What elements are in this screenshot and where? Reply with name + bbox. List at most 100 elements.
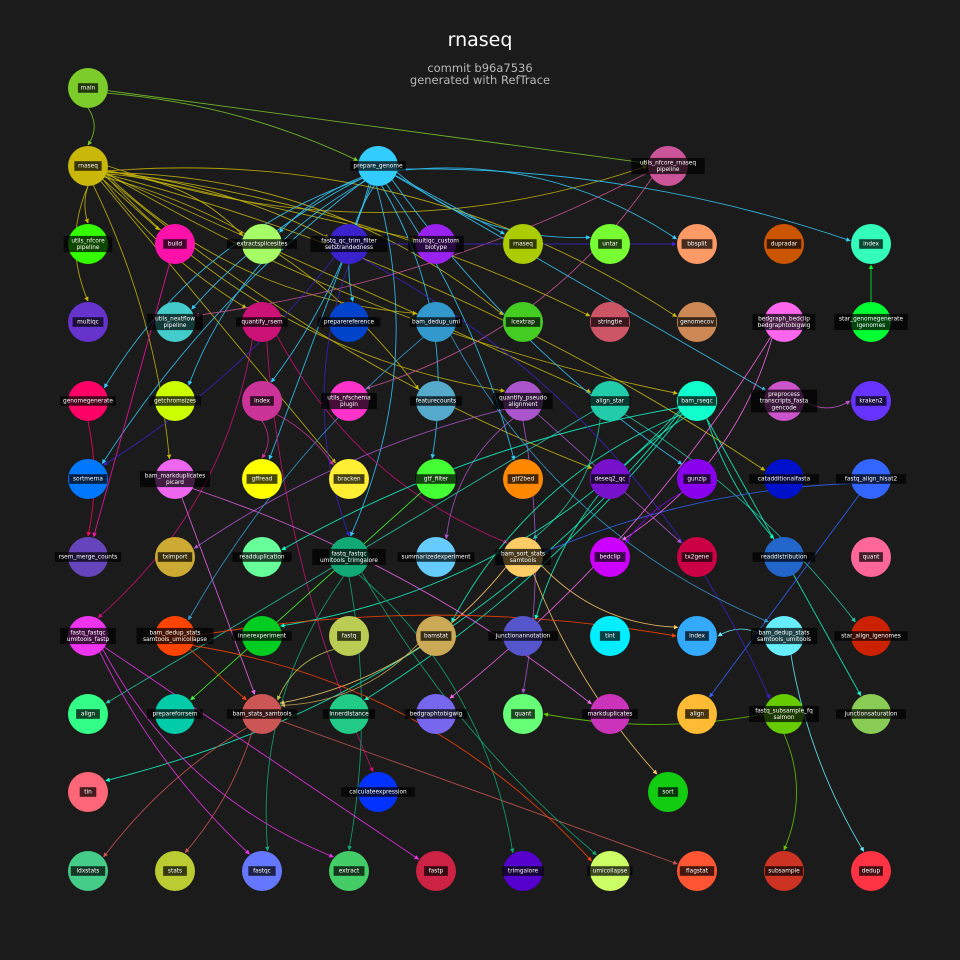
node-tx2gene[interactable]: tx2gene — [677, 537, 717, 577]
node-catadditionalfasta[interactable]: catadditionalfasta — [749, 459, 819, 499]
node-summarizedexperiment[interactable]: summarizedexperiment — [397, 537, 475, 577]
node-flagstat[interactable]: flagstat — [677, 851, 717, 891]
node-bedclip[interactable]: bedclip — [590, 537, 630, 577]
node-build[interactable]: build — [155, 224, 195, 264]
node-junctionannotation[interactable]: junctionannotation — [488, 616, 558, 656]
node-gunzip[interactable]: gunzip — [677, 459, 717, 499]
node-gtf2bed[interactable]: gtf2bed — [503, 459, 543, 499]
node-rnaseq_wf[interactable]: rnaseq — [68, 146, 108, 186]
node-calculateexpression[interactable]: calculateexpression — [341, 772, 415, 812]
node-fastqc[interactable]: fastqc — [242, 851, 282, 891]
node-bam_dedup_umi[interactable]: bam_dedup_umi — [409, 302, 463, 342]
node-multiqc[interactable]: multiqc — [68, 302, 108, 342]
node-extractsplicesites[interactable]: extractsplicesites — [227, 224, 297, 264]
node-sort[interactable]: sort — [648, 772, 688, 812]
node-fastp[interactable]: fastp — [416, 851, 456, 891]
node-align_r8[interactable]: align — [68, 694, 108, 734]
node-gtf_filter[interactable]: gtf_filter — [415, 459, 457, 499]
node-kraken2[interactable]: kraken2 — [851, 381, 891, 421]
node-fastq_mod[interactable]: fastq — [329, 616, 369, 656]
edge-prepare_genome-to-index_top — [397, 168, 851, 242]
node-stringtie[interactable]: stringtie — [590, 302, 630, 342]
node-getchromsizes[interactable]: getchromsizes — [148, 381, 202, 421]
node-subsample[interactable]: subsample — [764, 851, 804, 891]
node-lcextrap[interactable]: lcextrap — [503, 302, 543, 342]
node-index_r7[interactable]: index — [677, 616, 717, 656]
node-extract[interactable]: extract — [329, 851, 369, 891]
node-tin[interactable]: tin — [68, 772, 108, 812]
node-innerdistance[interactable]: innerdistance — [322, 694, 376, 734]
node-innerexperiment[interactable]: innerexperiment — [232, 616, 292, 656]
node-fastq_align_hisat2[interactable]: fastq_align_hisat2 — [836, 459, 906, 499]
node-featurecounts[interactable]: featurecounts — [409, 381, 463, 421]
node-label-background — [678, 396, 716, 406]
node-markduplicates[interactable]: markduplicates — [582, 694, 638, 734]
node-quant_r6[interactable]: quant — [851, 537, 891, 577]
node-main[interactable]: main — [68, 68, 108, 108]
node-rsem_merge_counts[interactable]: rsem_merge_counts — [54, 537, 122, 577]
edge-prepare_genome-to-rnaseq_mod — [395, 175, 505, 235]
node-prepareforrsem[interactable]: prepareforrsem — [147, 694, 203, 734]
node-dedup[interactable]: dedup — [851, 851, 891, 891]
node-bamstat[interactable]: bamstat — [416, 616, 456, 656]
node-index_r3[interactable]: index — [242, 381, 282, 421]
node-quant_r8[interactable]: quant — [503, 694, 543, 734]
node-junctionsaturation[interactable]: junctionsaturation — [836, 694, 906, 734]
node-dupradar[interactable]: dupradar — [764, 224, 804, 264]
node-untar[interactable]: untar — [590, 224, 630, 264]
node-label-background — [424, 866, 448, 876]
node-bam_stats_samtools[interactable]: bam_stats_samtools — [227, 694, 297, 734]
node-rnaseq_mod[interactable]: rnaseq — [503, 224, 543, 264]
edge-prepare_genome-to-genomegenerate — [103, 178, 363, 389]
node-index_top[interactable]: index — [851, 224, 891, 264]
node-umicollapse[interactable]: umicollapse — [587, 851, 633, 891]
node-align_r8b[interactable]: align — [677, 694, 717, 734]
node-trimgalore[interactable]: trimgalore — [502, 851, 544, 891]
node-bedgraphtobigwig[interactable]: bedgraphtobigwig — [404, 694, 468, 734]
node-bbsplit[interactable]: bbsplit — [677, 224, 717, 264]
edge-bam_dedup_umi-to-bam_dedup_stats_r7 — [188, 337, 424, 621]
node-idxstats[interactable]: idxstats — [68, 851, 108, 891]
node-bracken[interactable]: bracken — [329, 459, 369, 499]
edge-bam_rseqc-to-readduplication — [281, 407, 679, 551]
node-readduplication[interactable]: readduplication — [232, 537, 292, 577]
node-label-background — [750, 389, 818, 413]
node-quantify_rsem[interactable]: quantify_rsem — [235, 302, 289, 342]
node-readdistribution[interactable]: readdistribution — [752, 537, 816, 577]
node-bam_rseqc[interactable]: bam_rseqc — [677, 381, 717, 421]
node-label: tximport — [163, 555, 189, 561]
node-label: bedgraph_bedclip — [758, 316, 810, 322]
edge-fastq_fastqc_trimgalore-to-umicollapse — [361, 572, 597, 856]
node-deseq2_qc[interactable]: deseq2_qc — [590, 459, 630, 499]
node-label: deseq2_qc — [595, 477, 626, 483]
node-stats[interactable]: stats — [155, 851, 195, 891]
node-gffread[interactable]: gffread — [242, 459, 282, 499]
node-align_star[interactable]: align_star — [589, 381, 631, 421]
node-label: stats — [168, 869, 182, 875]
node-tint[interactable]: tint — [590, 616, 630, 656]
node-genomecov[interactable]: genomecov — [677, 302, 717, 342]
node-sortmerna[interactable]: sortmerna — [68, 459, 108, 499]
node-star_align_igenomes[interactable]: star_align_igenomes — [834, 616, 908, 656]
node-prepare_genome[interactable]: prepare_genome — [350, 146, 406, 186]
node-preparereference[interactable]: preparereference — [317, 302, 381, 342]
node-tximport[interactable]: tximport — [155, 537, 195, 577]
node-genomegenerate[interactable]: genomegenerate — [60, 381, 116, 421]
